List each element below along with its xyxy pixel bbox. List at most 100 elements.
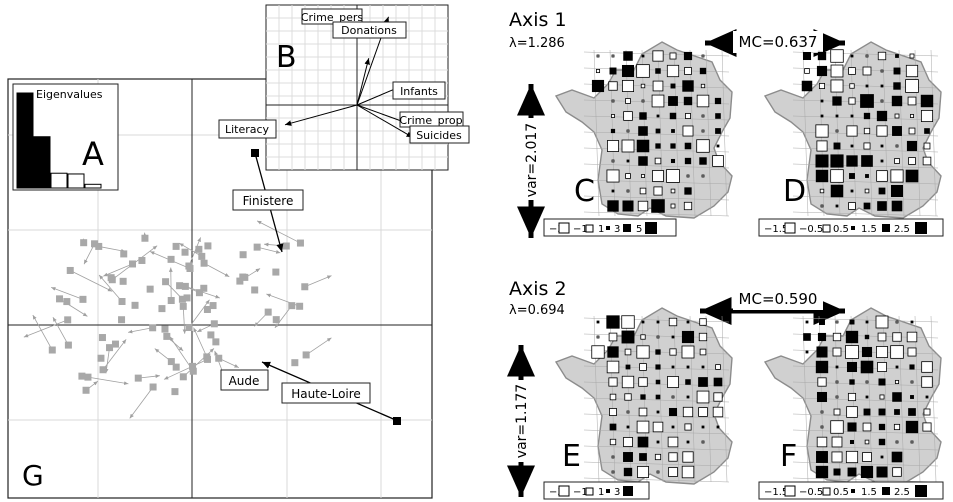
map-square: [684, 423, 692, 431]
department-arrow: [87, 376, 129, 386]
map-square: [815, 169, 829, 183]
map-square: [848, 97, 856, 105]
map-square: [863, 408, 871, 416]
department-point: [282, 242, 290, 250]
map-square: [895, 440, 899, 444]
department-point: [210, 320, 218, 328]
eigenvalue-bar: [16, 92, 34, 189]
map-square: [698, 377, 708, 387]
map-square: [682, 406, 694, 418]
map-square: [655, 364, 661, 370]
department-point: [108, 276, 116, 284]
map-d: [763, 41, 942, 219]
department-point: [207, 331, 215, 339]
map-square: [832, 96, 842, 106]
department-arrow: [182, 306, 187, 334]
department-point: [99, 366, 107, 374]
department-point: [97, 354, 105, 362]
map-square: [671, 365, 675, 369]
map-square: [833, 142, 841, 150]
department-arrow: [138, 374, 160, 379]
label-suicides: Suicides: [409, 125, 470, 144]
map-square: [849, 83, 855, 89]
map-square: [626, 159, 630, 163]
map-square: [891, 200, 903, 212]
map-square: [892, 392, 902, 402]
map-square: [820, 425, 824, 429]
axis2-var-bg: [511, 380, 531, 462]
map-square: [641, 54, 645, 58]
map-square: [640, 334, 646, 340]
map-square: [816, 140, 828, 152]
map-square: [716, 425, 720, 429]
map-square: [833, 468, 841, 476]
map-square: [880, 159, 884, 163]
svg-text:3: 3: [614, 487, 620, 498]
department-point: [66, 266, 74, 274]
map-square: [803, 333, 811, 341]
map-square: [626, 129, 630, 133]
map-square: [637, 436, 649, 448]
map-square: [670, 158, 676, 164]
panel-letter-b: B: [276, 40, 297, 75]
map-square: [712, 155, 724, 167]
map-square: [654, 453, 662, 461]
map-square: [862, 66, 872, 76]
map-square: [655, 68, 661, 74]
map-square: [610, 128, 616, 134]
map-square: [668, 452, 678, 462]
map-square: [698, 407, 708, 417]
map-square: [716, 144, 720, 148]
map-square: [832, 347, 842, 357]
department-point: [98, 334, 106, 342]
department-point: [301, 283, 309, 291]
axis1-var-bg: [521, 118, 541, 200]
map-square: [879, 394, 885, 400]
map-square: [667, 376, 679, 388]
map-square: [609, 393, 617, 401]
map-square: [686, 320, 690, 324]
map-square: [638, 156, 648, 166]
department-arrow: [51, 287, 84, 300]
map-square: [923, 142, 931, 150]
map-square: [820, 99, 824, 103]
svg-text:0.5: 0.5: [833, 487, 849, 498]
svg-text:−1.5: −1.5: [764, 224, 788, 235]
map-square: [819, 188, 825, 194]
map-square: [830, 64, 844, 78]
map-square: [596, 335, 600, 339]
map-square: [908, 127, 916, 135]
map-border: [673, 49, 680, 217]
map-square: [804, 68, 810, 74]
map-square: [623, 452, 633, 462]
map-square: [880, 455, 884, 459]
map-square: [922, 422, 932, 432]
department-point: [120, 250, 128, 258]
map-square: [685, 113, 691, 119]
map-square: [626, 425, 630, 429]
map-square: [621, 139, 635, 153]
map-square: [686, 174, 690, 178]
map-square: [715, 128, 721, 134]
department-point: [288, 302, 296, 310]
panel-letter-c: C: [574, 174, 595, 209]
department-point: [167, 358, 175, 366]
department-point: [95, 242, 103, 250]
map-square: [849, 173, 855, 179]
map-square: [621, 64, 635, 78]
variable-arrow: [356, 58, 370, 106]
map-border: [721, 49, 728, 217]
map-square: [907, 347, 917, 357]
map-square: [905, 169, 919, 183]
svg-text:1.5: 1.5: [861, 224, 877, 235]
correlation-panel-b: Crime_pers Donations Infants Crime_prop …: [218, 4, 470, 171]
department-point: [198, 252, 206, 260]
map-border: [802, 49, 809, 217]
department-point: [80, 239, 88, 247]
map-square: [910, 440, 914, 444]
map-square: [922, 156, 932, 166]
map-square: [880, 144, 884, 148]
map-square: [655, 349, 661, 355]
svg-text:Donations: Donations: [341, 24, 397, 37]
department-point: [200, 259, 208, 267]
